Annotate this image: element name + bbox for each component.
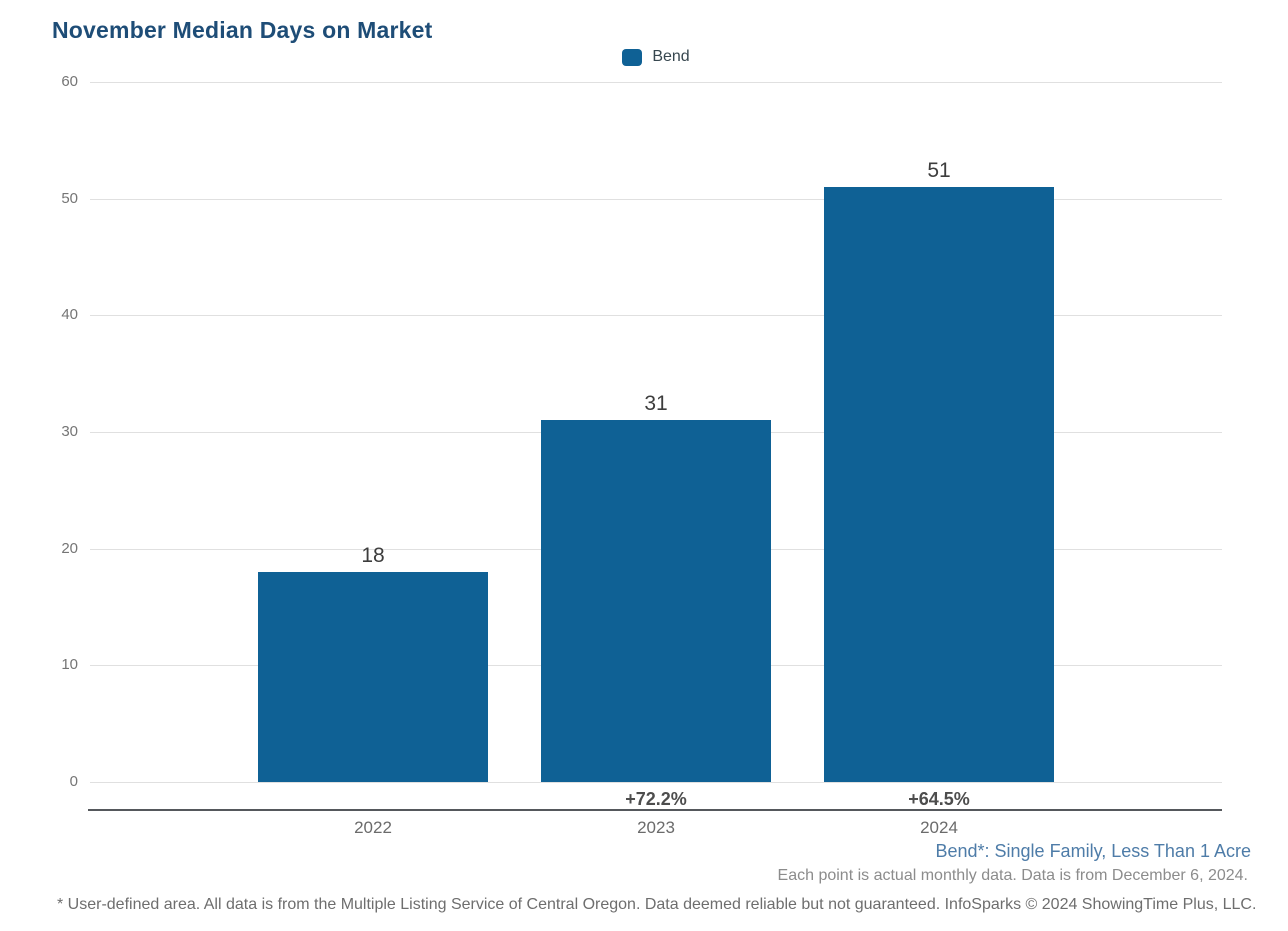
gridline-y-40	[90, 315, 1222, 317]
bar-2023[interactable]	[541, 420, 771, 782]
y-tick-label-0: 0	[69, 773, 78, 791]
y-tick-label-30: 30	[61, 423, 78, 441]
pct-change-label-2024: +64.5%	[908, 789, 970, 809]
bar-value-label-2022: 18	[361, 544, 385, 567]
legend-label-bend: Bend	[652, 48, 690, 65]
y-tick-label-40: 40	[61, 306, 78, 324]
x-tick-label-2024: 2024	[920, 818, 958, 837]
gridline-y-0	[90, 782, 1222, 783]
y-tick-label-60: 60	[61, 73, 78, 91]
bar-value-label-2024: 51	[927, 159, 951, 182]
bar-value-label-2023: 31	[644, 392, 668, 416]
chart-title: November Median Days on Market	[52, 17, 433, 43]
y-tick-label-10: 10	[61, 656, 78, 674]
plot-area: 0 10 20 30 40 50 60 18 2022 31 +72.2% 2023 51 +64.5% 2…	[61, 73, 1222, 837]
bar-2022[interactable]	[258, 572, 488, 782]
data-note: Each point is actual monthly data. Data …	[777, 867, 1248, 884]
y-tick-label-50: 50	[61, 189, 78, 207]
legend: Bend	[90, 48, 1222, 66]
series-note: Bend*: Single Family, Less Than 1 Acre	[935, 841, 1251, 861]
gridline-y-50	[90, 198, 1222, 200]
x-tick-label-2022: 2022	[354, 818, 392, 837]
disclaimer-footnote: * User-defined area. All data is from th…	[57, 896, 1257, 913]
pct-change-label-2023: +72.2%	[625, 789, 687, 809]
legend-swatch-icon	[622, 48, 643, 66]
bar-2024[interactable]	[824, 187, 1054, 782]
x-axis-line	[88, 809, 1222, 811]
y-tick-label-20: 20	[61, 539, 78, 557]
gridline-y-60	[90, 82, 1222, 83]
x-tick-label-2023: 2023	[637, 818, 675, 837]
